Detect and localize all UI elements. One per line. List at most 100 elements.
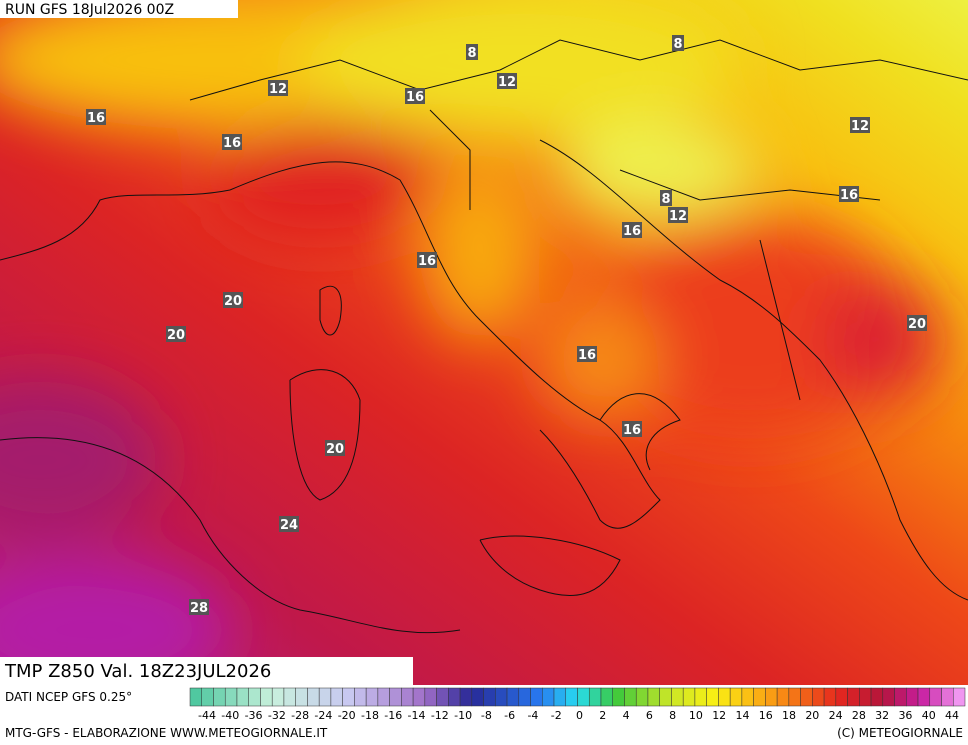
contour-label: 12 bbox=[669, 209, 687, 224]
colorbar-label: 8 bbox=[669, 709, 676, 722]
contour-label-box bbox=[405, 88, 425, 104]
colorbar-swatch bbox=[835, 687, 848, 707]
colorbar-label: -10 bbox=[454, 709, 472, 722]
colorbar-swatch bbox=[870, 687, 884, 707]
colorbar-label: -2 bbox=[551, 709, 562, 722]
colorbar-swatch bbox=[929, 687, 942, 707]
colorbar-swatch bbox=[788, 687, 801, 707]
contour-label: 16 bbox=[406, 90, 424, 105]
colorbar-swatch bbox=[765, 687, 778, 707]
colorbar-swatch bbox=[565, 687, 578, 707]
contour-label-box bbox=[850, 117, 870, 133]
colorbar-swatch bbox=[542, 687, 555, 707]
colorbar-label: -12 bbox=[431, 709, 449, 722]
contour-label-box bbox=[466, 44, 478, 60]
colorbar-swatch bbox=[271, 687, 285, 707]
colorbar-swatch bbox=[823, 687, 837, 707]
colorbar-swatch bbox=[307, 687, 320, 707]
colorbar-label: -4 bbox=[527, 709, 538, 722]
colorbar-label: -18 bbox=[361, 709, 379, 722]
colorbar-swatch bbox=[248, 687, 261, 707]
colorbar-swatch bbox=[941, 687, 954, 707]
contour-label: 8 bbox=[673, 37, 682, 52]
contour-label-box bbox=[166, 326, 186, 342]
contour-label: 16 bbox=[578, 348, 596, 363]
contour-label: 8 bbox=[661, 192, 670, 207]
colorbar-label: -24 bbox=[314, 709, 332, 722]
colorbar-label: 14 bbox=[735, 709, 749, 722]
colorbar-swatch bbox=[448, 687, 461, 707]
contour-label: 20 bbox=[224, 294, 242, 309]
colorbar-swatch bbox=[236, 687, 249, 707]
contour-label: 28 bbox=[190, 601, 208, 616]
contour-label: 20 bbox=[167, 328, 185, 343]
colorbar-label: -20 bbox=[338, 709, 356, 722]
colorbar-swatch bbox=[401, 687, 414, 707]
colorbar-swatch bbox=[624, 687, 637, 707]
colorbar-swatch bbox=[436, 687, 449, 707]
contour-label: 20 bbox=[326, 442, 344, 457]
contour-label: 16 bbox=[623, 423, 641, 438]
colorbar-swatch bbox=[330, 687, 343, 707]
colorbar-label: -16 bbox=[384, 709, 402, 722]
run-label: RUN GFS 18Jul2026 00Z bbox=[5, 2, 174, 18]
colorbar-swatch bbox=[483, 687, 496, 707]
contour-label: 12 bbox=[269, 82, 287, 97]
colorbar-swatch bbox=[588, 687, 602, 707]
colorbar-swatch bbox=[577, 687, 590, 707]
contour-label: 12 bbox=[851, 119, 869, 134]
colorbar-swatch bbox=[612, 687, 625, 707]
contour-label-box bbox=[279, 516, 299, 532]
colorbar-swatch bbox=[213, 687, 226, 707]
colorbar-swatch bbox=[365, 687, 379, 707]
temperature-blobs bbox=[0, 0, 940, 700]
colorbar-swatch bbox=[953, 687, 966, 707]
contour-label: 16 bbox=[87, 111, 105, 126]
colorbar-label: -40 bbox=[221, 709, 239, 722]
footer-right: (C) METEOGIORNALE bbox=[837, 726, 963, 740]
colorbar-swatch bbox=[201, 687, 214, 707]
colorbar-swatch bbox=[600, 687, 613, 707]
contour-label-box bbox=[417, 252, 437, 268]
run-box bbox=[0, 0, 238, 18]
contour-label: 16 bbox=[418, 254, 436, 269]
contour-label-box bbox=[223, 292, 243, 308]
colorbar-swatch bbox=[189, 687, 202, 707]
colorbar-swatch bbox=[506, 687, 520, 707]
coastlines bbox=[0, 39, 968, 634]
colorbar-label: -8 bbox=[481, 709, 492, 722]
colorbar-swatch bbox=[377, 687, 390, 707]
contour-label-box bbox=[497, 73, 517, 89]
colorbar-swatch bbox=[389, 687, 402, 707]
field-box bbox=[0, 657, 413, 685]
colorbar-label: 20 bbox=[805, 709, 819, 722]
colorbar-swatch bbox=[659, 687, 672, 707]
colorbar-swatch bbox=[718, 687, 731, 707]
contour-label: 16 bbox=[840, 188, 858, 203]
colorbar-swatch bbox=[530, 687, 543, 707]
contour-label-box bbox=[668, 207, 688, 223]
colorbar-label: -36 bbox=[245, 709, 263, 722]
colorbar-swatch bbox=[753, 687, 766, 707]
contour-label: 20 bbox=[908, 317, 926, 332]
colorbar-swatch bbox=[882, 687, 895, 707]
colorbar-label: 32 bbox=[875, 709, 889, 722]
colorbar-swatch bbox=[471, 687, 484, 707]
colorbar-swatch bbox=[635, 687, 649, 707]
colorbar-swatch bbox=[741, 687, 754, 707]
contour-label-box bbox=[622, 222, 642, 238]
colorbar-swatch bbox=[318, 687, 332, 707]
colorbar-swatch bbox=[295, 687, 308, 707]
colorbar-swatch bbox=[354, 687, 367, 707]
colorbar-swatch bbox=[260, 687, 273, 707]
colorbar-swatch bbox=[706, 687, 719, 707]
contour-label-box bbox=[189, 599, 209, 615]
contour-label: 8 bbox=[467, 46, 476, 61]
colorbar-label: 4 bbox=[623, 709, 630, 722]
colorbar-swatch bbox=[682, 687, 696, 707]
contour-label: 16 bbox=[623, 224, 641, 239]
colorbar-swatch bbox=[342, 687, 355, 707]
colorbar-label: 0 bbox=[576, 709, 583, 722]
